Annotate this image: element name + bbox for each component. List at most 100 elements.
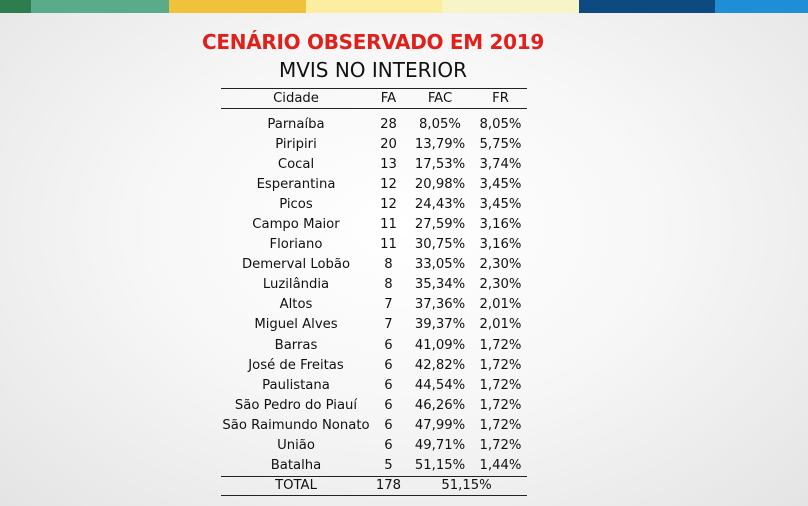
cities-table: Cidade FA FAC FR Parnaíba 28 8,05% 8,05% Pir… [221,88,527,496]
cell-fac: 39,37% [414,317,466,333]
table-row: São Raimundo Nonato 6 47,99% 1,72% [221,415,527,435]
cell-fa: 8 [384,277,393,293]
slide-title: CENÁRIO OBSERVADO EM 2019 [202,30,544,54]
col-header-fr: FR [474,88,527,109]
cell-fr: 2,30% [479,277,522,293]
cell-fa: 5 [384,458,393,474]
total-fa: 178 [371,475,406,496]
cell-cidade: Picos [279,196,313,212]
color-segment-5 [442,0,579,13]
cell-fac: 8,05% [419,116,461,132]
table-row: São Pedro do Piauí 6 46,26% 1,72% [221,395,527,415]
cell-cidade: Miguel Alves [254,317,338,333]
cell-fa: 6 [384,337,393,353]
cell-fr: 1,72% [479,417,522,433]
table-row: Barras 6 41,09% 1,72% [221,335,527,355]
table-row: União 6 49,71% 1,72% [221,436,527,456]
cell-cidade: Demerval Lobão [241,257,351,273]
cell-cidade: José de Freitas [248,357,344,373]
cell-fa: 28 [380,116,397,132]
table-row: Paulistana 6 44,54% 1,72% [221,375,527,395]
cell-fa: 6 [384,417,393,433]
cell-fac: 24,43% [414,196,466,212]
cell-fa: 12 [380,196,397,212]
cell-fr: 3,45% [479,196,522,212]
cell-fa: 8 [384,257,393,273]
cell-fac: 51,15% [414,458,466,474]
cell-fr: 3,16% [479,217,522,233]
cell-fa: 6 [384,397,393,413]
cell-cidade: Floriano [269,237,323,253]
cell-cidade: Barras [274,337,318,353]
cell-fac: 13,79% [414,136,466,152]
cell-fa: 7 [384,297,393,313]
cell-fr: 2,01% [479,297,522,313]
table-row: Floriano 11 30,75% 3,16% [221,235,527,255]
col-header-fac: FAC [406,88,474,109]
cell-cidade: Esperantina [256,176,336,192]
cell-fac: 35,34% [414,277,466,293]
cell-fr: 1,72% [479,397,522,413]
cell-fac: 37,36% [414,297,466,313]
cell-cidade: Altos [279,297,313,313]
cell-fac: 33,05% [414,257,466,273]
cell-fa: 6 [384,377,393,393]
color-segment-7 [715,0,808,13]
cell-fac: 49,71% [414,438,466,454]
cell-fac: 41,09% [414,337,466,353]
col-header-fa: FA [371,88,406,109]
cell-cidade: São Pedro do Piauí [234,397,358,413]
cell-fr: 1,72% [479,438,522,454]
cell-cidade: Campo Maior [252,217,340,233]
cell-cidade: Cocal [277,156,315,172]
cell-cidade: Piripiri [275,136,317,152]
cell-fac: 47,99% [414,417,466,433]
table-row: Demerval Lobão 8 33,05% 2,30% [221,255,527,275]
cell-cidade: Batalha [270,458,322,474]
cell-fr: 3,74% [479,156,522,172]
table-row: Parnaíba 28 8,05% 8,05% [221,109,527,135]
cell-fr: 2,01% [479,317,522,333]
cell-cidade: São Raimundo Nonato [222,417,370,433]
slide-subtitle: MVIS NO INTERIOR [278,58,468,82]
cell-fr: 1,44% [479,458,522,474]
cell-fac: 46,26% [414,397,466,413]
cell-fr: 1,72% [479,377,522,393]
table-row: José de Freitas 6 42,82% 1,72% [221,355,527,375]
color-segment-1 [0,0,31,13]
cell-cidade: Parnaíba [267,116,325,132]
table-row: Cocal 13 17,53% 3,74% [221,154,527,174]
table-row: Esperantina 12 20,98% 3,45% [221,174,527,194]
cell-fr: 5,75% [479,136,522,152]
cell-fa: 12 [380,176,397,192]
cell-fac: 27,59% [414,217,466,233]
cell-fr: 8,05% [479,116,522,132]
table-row: Piripiri 20 13,79% 5,75% [221,134,527,154]
cell-fa: 11 [380,237,397,253]
table-row: Luzilândia 8 35,34% 2,30% [221,275,527,295]
cell-fac: 44,54% [414,377,466,393]
total-row: TOTAL 178 51,15% [221,475,527,496]
total-label: TOTAL [221,475,371,496]
cell-fac: 20,98% [414,176,466,192]
table-header-row: Cidade FA FAC FR [221,88,527,109]
cell-fa: 11 [380,217,397,233]
top-color-bar [0,0,808,13]
table-body: Parnaíba 28 8,05% 8,05% Piripiri 20 13,79% 5,75… [221,109,527,477]
cell-fa: 6 [384,357,393,373]
cell-fr: 1,72% [479,357,522,373]
color-segment-2 [31,0,169,13]
cell-cidade: Paulistana [262,377,330,393]
cell-fr: 3,16% [479,237,522,253]
color-segment-3 [169,0,306,13]
cell-fa: 6 [384,438,393,454]
col-header-cidade: Cidade [221,88,371,109]
cell-fac: 17,53% [414,156,466,172]
total-fac: 51,15% [406,475,527,496]
color-segment-4 [306,0,442,13]
cell-fr: 1,72% [479,337,522,353]
cell-fa: 7 [384,317,393,333]
cell-fac: 30,75% [414,237,466,253]
cell-fr: 3,45% [479,176,522,192]
cell-cidade: União [277,438,315,454]
